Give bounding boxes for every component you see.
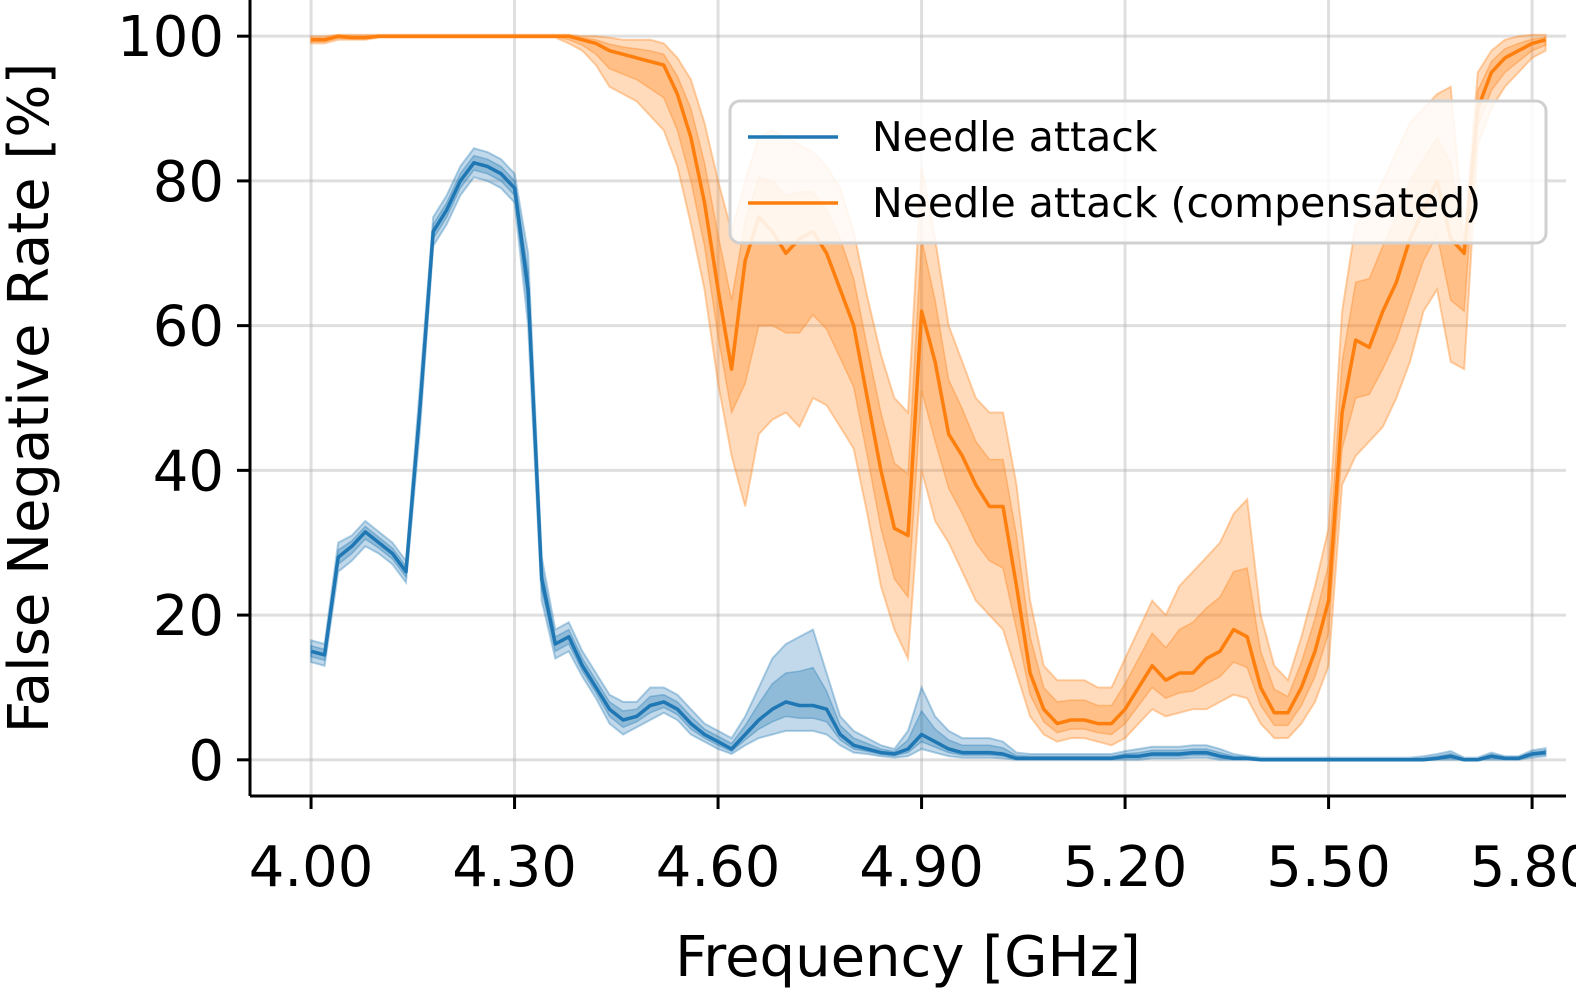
x-tick-label: 4.30 [452, 835, 577, 900]
y-tick-label: 20 [153, 584, 224, 649]
legend: Needle attack Needle attack (compensated… [728, 99, 1548, 245]
legend-frame [728, 99, 1548, 245]
band-outer-needle-attack [310, 147, 1547, 761]
y-tick-label: 40 [153, 439, 224, 504]
legend-label-needle-attack: Needle attack [872, 113, 1158, 161]
series-lines [310, 34, 1547, 762]
band-outer-needle-attack-compensated [310, 33, 1547, 747]
axes [248, 0, 1566, 798]
y-tick-label: 60 [153, 295, 224, 360]
confidence-bands [310, 33, 1547, 761]
x-tick-label: 5.80 [1470, 835, 1576, 900]
x-axis-title: Frequency [GHz] [675, 925, 1141, 990]
x-ticks: 4.00 4.30 4.60 4.90 5.20 5.50 5.80 [249, 796, 1576, 900]
series-line-needle-attack-compensated [311, 34, 1547, 726]
y-ticks: 0 20 40 60 80 100 [117, 5, 250, 794]
x-tick-label: 4.00 [249, 835, 374, 900]
band-inner-needle-attack [310, 154, 1547, 761]
y-tick-label: 80 [153, 150, 224, 215]
legend-label-needle-attack-compensated: Needle attack (compensated) [872, 179, 1481, 227]
x-tick-label: 4.60 [656, 835, 781, 900]
y-tick-label: 0 [188, 729, 224, 794]
x-tick-label: 5.50 [1266, 835, 1391, 900]
band-inner-needle-attack-compensated [310, 34, 1547, 736]
x-tick-label: 5.20 [1063, 835, 1188, 900]
y-axis-title: False Negative Rate [%] [0, 63, 62, 734]
series-line-needle-attack [310, 161, 1546, 762]
y-tick-label: 100 [117, 5, 224, 70]
x-tick-label: 4.90 [859, 835, 984, 900]
